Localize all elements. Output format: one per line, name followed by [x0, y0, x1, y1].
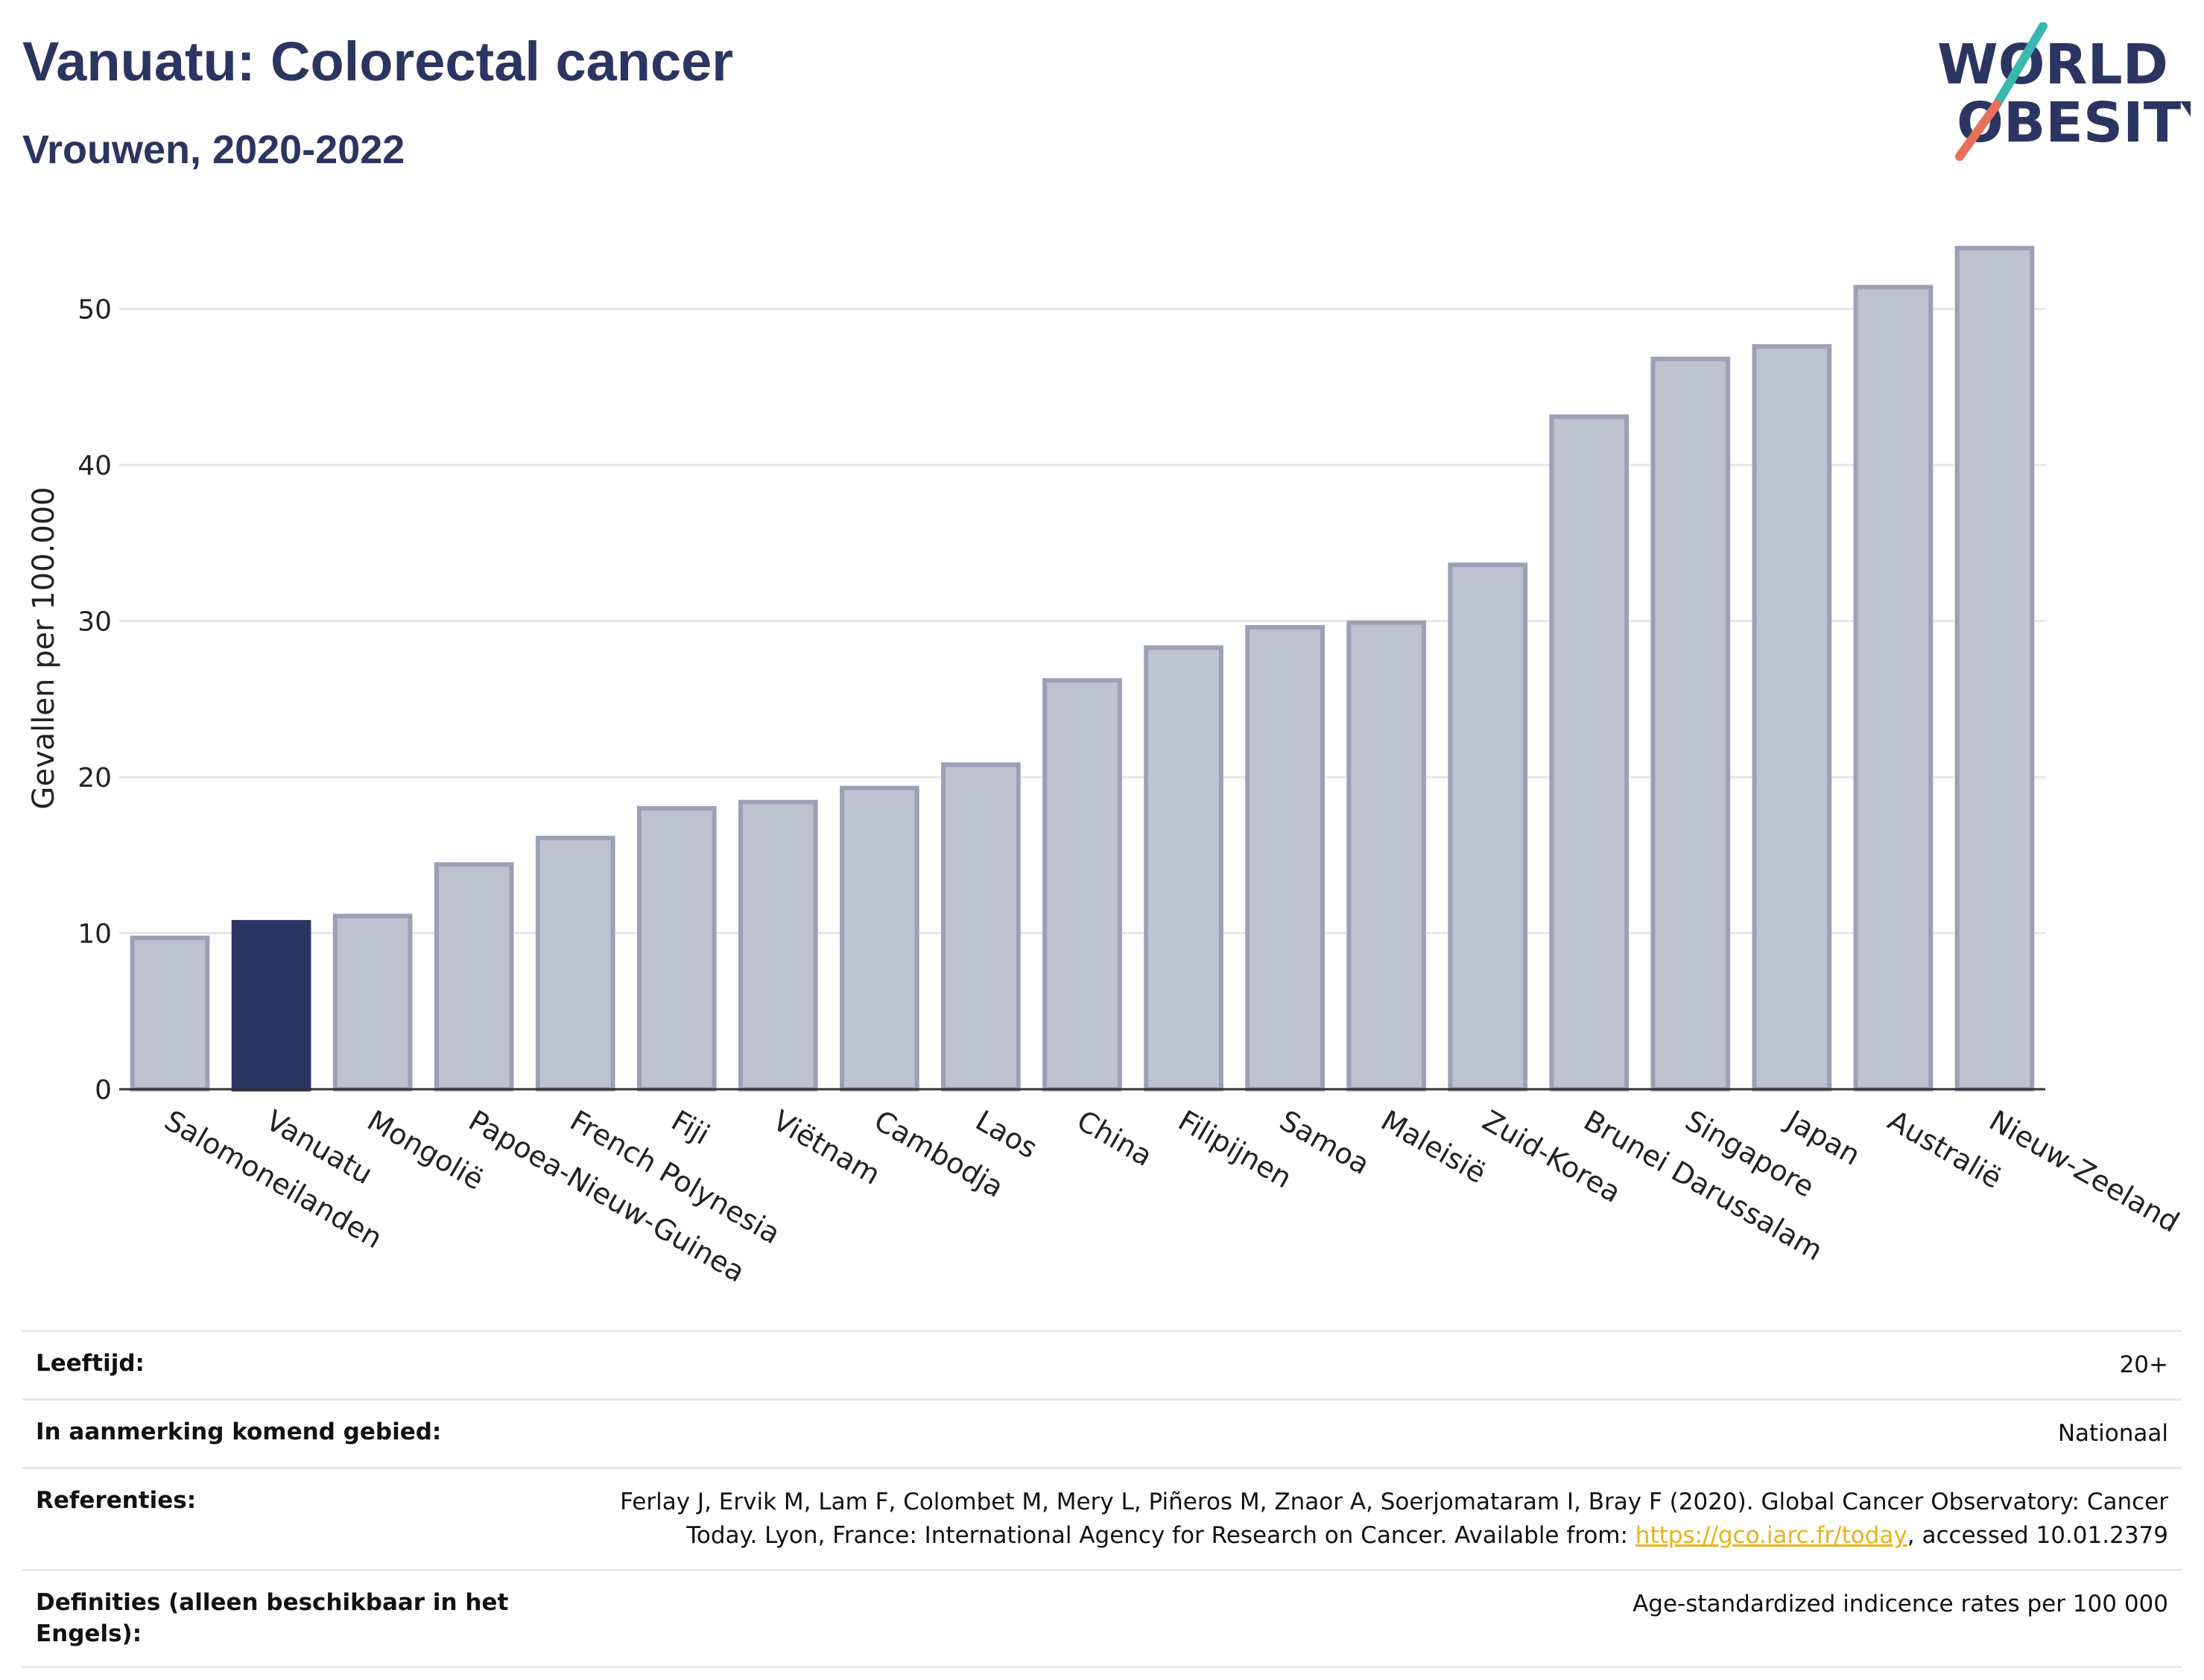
- x-tick-label: China: [1071, 1104, 1158, 1173]
- x-tick-label: Nieuw-Zeeland: [1983, 1104, 2185, 1239]
- definitions-label: Definities (alleen beschikbaar in het En…: [36, 1588, 509, 1647]
- bar-salomoneilanden: [130, 935, 210, 1092]
- bar-china: [1042, 678, 1122, 1091]
- axes: 0 10 20 30 40 50: [77, 295, 2045, 1106]
- references-accessed: , accessed 10.01.2379: [1907, 1521, 2168, 1549]
- category-labels: SalomoneilandenVanuatuMongoliëPapoea-Nie…: [159, 1103, 2185, 1289]
- y-tick-label: 0: [95, 1075, 112, 1106]
- x-tick-label: Mongolië: [362, 1104, 490, 1196]
- y-axis-label: Gevallen per 100.000: [27, 486, 61, 809]
- bar-australi-: [1853, 285, 1934, 1091]
- x-tick-label: Fiji: [666, 1104, 715, 1151]
- bar-japan: [1752, 343, 1832, 1092]
- bar-chart: 0 10 20 30 40 50 SalomoneilandenVanuatuMongol…: [27, 246, 2185, 1289]
- y-tick-label: 30: [77, 607, 112, 638]
- info-row-references: Referenties: Ferlay J, Ervik M, Lam F, C…: [22, 1466, 2182, 1569]
- bar-papoea-nieuw-guinea: [434, 862, 514, 1091]
- bar-samoa: [1245, 625, 1325, 1091]
- info-row-definitions: Definities (alleen beschikbaar in het En…: [22, 1568, 2182, 1669]
- chart-title: Vanuatu: Colorectal cancer: [22, 31, 734, 92]
- info-row-age: Leeftijd: 20+: [22, 1330, 2182, 1398]
- bar-vi-tnam: [738, 799, 818, 1091]
- y-tick-label: 10: [77, 919, 112, 950]
- logo-line-2: OBESITY: [1957, 91, 2191, 155]
- bar-filipijnen: [1144, 645, 1223, 1091]
- logo-line-1: WORLD: [1937, 33, 2168, 97]
- references-label: Referenties:: [36, 1486, 197, 1514]
- bar-singapore: [1650, 356, 1731, 1091]
- y-tick-label: 50: [77, 295, 112, 326]
- bar-maleisi-: [1346, 620, 1426, 1091]
- area-value: Nationaal: [2057, 1419, 2168, 1447]
- bar-brunei-darussalam: [1549, 414, 1630, 1091]
- definitions-value: Age-standardized indicence rates per 100…: [1633, 1590, 2168, 1617]
- x-tick-label: Maleisië: [1375, 1104, 1492, 1190]
- references-value: Ferlay J, Ervik M, Lam F, Colombet M, Me…: [566, 1486, 2168, 1553]
- x-tick-label: Australië: [1882, 1104, 2007, 1195]
- bars: [130, 246, 2035, 1092]
- info-row-area: In aanmerking komend gebied: Nationaal: [22, 1398, 2182, 1467]
- bar-laos: [941, 762, 1021, 1091]
- x-tick-label: Viëtnam: [767, 1104, 886, 1191]
- references-link[interactable]: https://gco.iarc.fr/today: [1635, 1521, 1907, 1549]
- area-label: In aanmerking komend gebied:: [36, 1418, 442, 1445]
- age-value: 20+: [2119, 1351, 2168, 1378]
- world-obesity-logo: WORLD OBESITY: [1937, 22, 2191, 161]
- x-tick-label: Laos: [970, 1104, 1043, 1165]
- x-tick-label: Filipijnen: [1173, 1104, 1297, 1195]
- bar-zuid-korea: [1448, 562, 1528, 1091]
- age-label: Leeftijd:: [36, 1350, 145, 1377]
- bar-nieuw-zeeland: [1954, 246, 2035, 1091]
- references-text: Ferlay J, Ervik M, Lam F, Colombet M, Me…: [620, 1488, 2168, 1549]
- bar-fiji: [636, 805, 717, 1091]
- y-tick-label: 40: [77, 451, 112, 481]
- info-table: Leeftijd: 20+ In aanmerking komend gebie…: [22, 1330, 2182, 1669]
- chart-subtitle: Vrouwen, 2020-2022: [22, 127, 405, 172]
- bar-mongoli-: [332, 913, 413, 1091]
- bar-cambodja: [840, 785, 919, 1092]
- bar-vanuatu: [231, 919, 311, 1091]
- bar-french-polynesia: [535, 835, 615, 1092]
- y-tick-label: 20: [77, 763, 112, 793]
